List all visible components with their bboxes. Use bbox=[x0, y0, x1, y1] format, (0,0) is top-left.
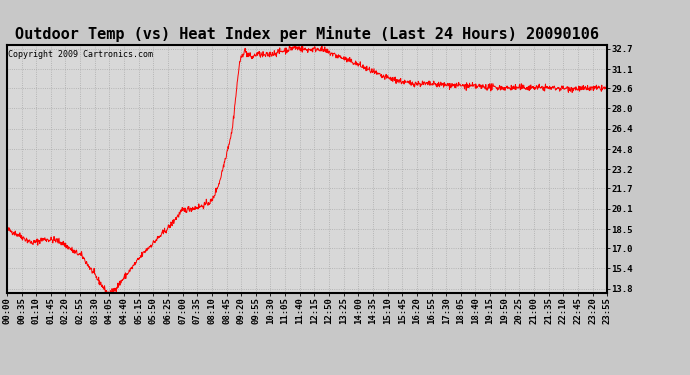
Text: Copyright 2009 Cartronics.com: Copyright 2009 Cartronics.com bbox=[8, 50, 153, 59]
Title: Outdoor Temp (vs) Heat Index per Minute (Last 24 Hours) 20090106: Outdoor Temp (vs) Heat Index per Minute … bbox=[15, 27, 599, 42]
